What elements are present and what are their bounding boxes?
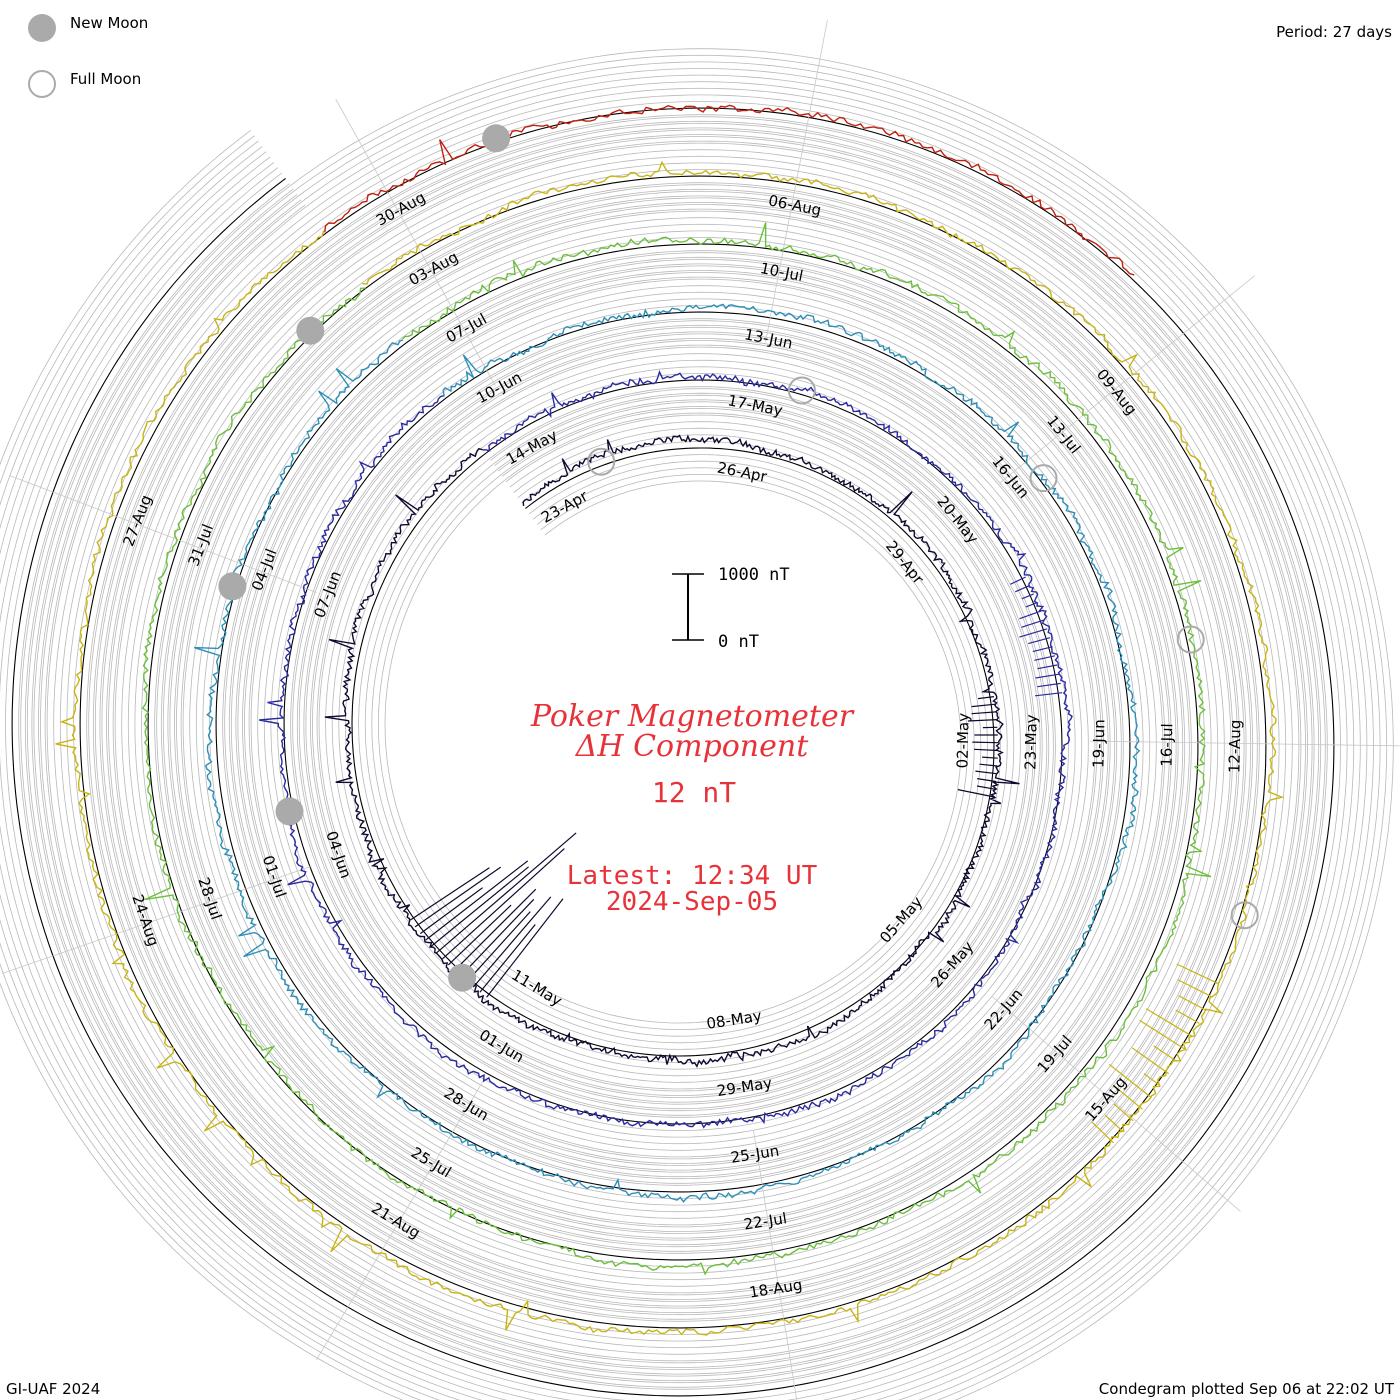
- full-moon-marker: [1230, 901, 1259, 930]
- storm-spike: [1010, 576, 1063, 697]
- chart-title-line2: ΔH Component: [575, 729, 809, 764]
- day-spoke: [992, 996, 1241, 1212]
- footer-credit: GI-UAF 2024: [6, 1380, 101, 1398]
- storm-spike: [1091, 963, 1220, 1144]
- date-label: 04-Jul: [248, 546, 280, 593]
- date-label: 17-May: [726, 391, 784, 419]
- date-label: 23-May: [1021, 714, 1040, 770]
- date-label: 05-May: [876, 893, 926, 947]
- date-label: 25-Jun: [729, 1142, 780, 1167]
- grid-spiral: [0, 81, 1361, 1400]
- date-label: 12-Aug: [1225, 719, 1244, 773]
- new-moon-marker: [296, 316, 325, 345]
- grid-spiral: [5, 101, 1341, 1400]
- date-label: 11-May: [508, 966, 565, 1010]
- grid-spiral: [0, 68, 1374, 1400]
- date-label: 15-Aug: [1081, 1073, 1130, 1125]
- current-value: 12 nT: [652, 776, 736, 809]
- date-label: 18-Aug: [748, 1276, 804, 1302]
- grid-spiral: [44, 140, 1302, 1364]
- full-moon-legend-label: Full Moon: [70, 70, 142, 88]
- new-moon-legend-label: New Moon: [70, 14, 149, 32]
- moon-markers: [218, 124, 1259, 992]
- new-moon-marker: [275, 797, 304, 826]
- day-spoke: [9, 475, 317, 593]
- grid-spiral: [18, 114, 1328, 1390]
- date-label: 26-May: [927, 938, 977, 992]
- full-moon-marker: [587, 447, 616, 476]
- scale-bar: 1000 nT 0 nT: [672, 565, 790, 652]
- grid-spiral: [0, 87, 1355, 1400]
- grid-spiral: [0, 94, 1348, 1400]
- period-label: Period: 27 days: [1276, 23, 1392, 41]
- full-moon-marker: [787, 376, 816, 405]
- day-spoke: [335, 98, 496, 386]
- grid-spiral: [38, 134, 1308, 1370]
- trace-turn-2: [259, 369, 1073, 1129]
- grid-spiral: [0, 48, 1394, 1400]
- scale-top-label: 1000 nT: [718, 565, 790, 585]
- full-moon-legend-icon: [28, 70, 56, 98]
- date-label: 02-May: [953, 713, 972, 769]
- grid-spiral: [31, 127, 1315, 1377]
- full-moon-marker: [1029, 464, 1058, 493]
- grid-spiral: [0, 61, 1381, 1400]
- trace-turn-4: [141, 222, 1212, 1276]
- grid-spiral: [0, 74, 1368, 1400]
- date-label: 08-May: [705, 1007, 763, 1033]
- date-label: 07-Jul: [443, 310, 490, 347]
- date-label: 19-Jun: [1089, 719, 1108, 768]
- full-moon-marker: [1176, 625, 1205, 654]
- latest-date: 2024-Sep-05: [606, 887, 778, 917]
- footer-plot-time: Condegram plotted Sep 06 at 22:02 UT: [1098, 1380, 1394, 1398]
- date-label: 14-May: [503, 426, 560, 469]
- chart-title-line1: Poker Magnetometer: [530, 699, 855, 734]
- storm-spike: [409, 832, 577, 998]
- storm-spike: [957, 696, 999, 798]
- trace-turn-3: [193, 303, 1141, 1203]
- new-moon-marker: [482, 124, 511, 153]
- spiral-grid: [0, 48, 1394, 1400]
- date-label: 31-Jul: [184, 522, 216, 569]
- day-spoke: [2, 865, 313, 974]
- trace-turn-6: [324, 104, 1135, 276]
- date-label: 16-Jul: [1157, 723, 1176, 767]
- new-moon-marker: [218, 572, 247, 601]
- date-label: 06-Aug: [767, 191, 823, 219]
- latest-time: Latest: 12:34 UT: [567, 861, 818, 891]
- date-label: 07-Jun: [310, 568, 344, 620]
- new-moon-marker: [448, 963, 477, 992]
- day-spoke: [1089, 740, 1400, 747]
- baseline-spiral: [11, 107, 1335, 1397]
- day-spoke: [316, 1078, 486, 1361]
- grid-spiral: [24, 120, 1322, 1384]
- scale-bottom-label: 0 nT: [718, 632, 759, 652]
- day-spoke: [1000, 275, 1256, 483]
- data-traces: [55, 104, 1285, 1336]
- new-moon-legend-icon: [28, 14, 56, 42]
- trace-turn-1: [324, 434, 1020, 1068]
- grid-spiral: [0, 54, 1388, 1400]
- trace-turn-5: [55, 160, 1285, 1336]
